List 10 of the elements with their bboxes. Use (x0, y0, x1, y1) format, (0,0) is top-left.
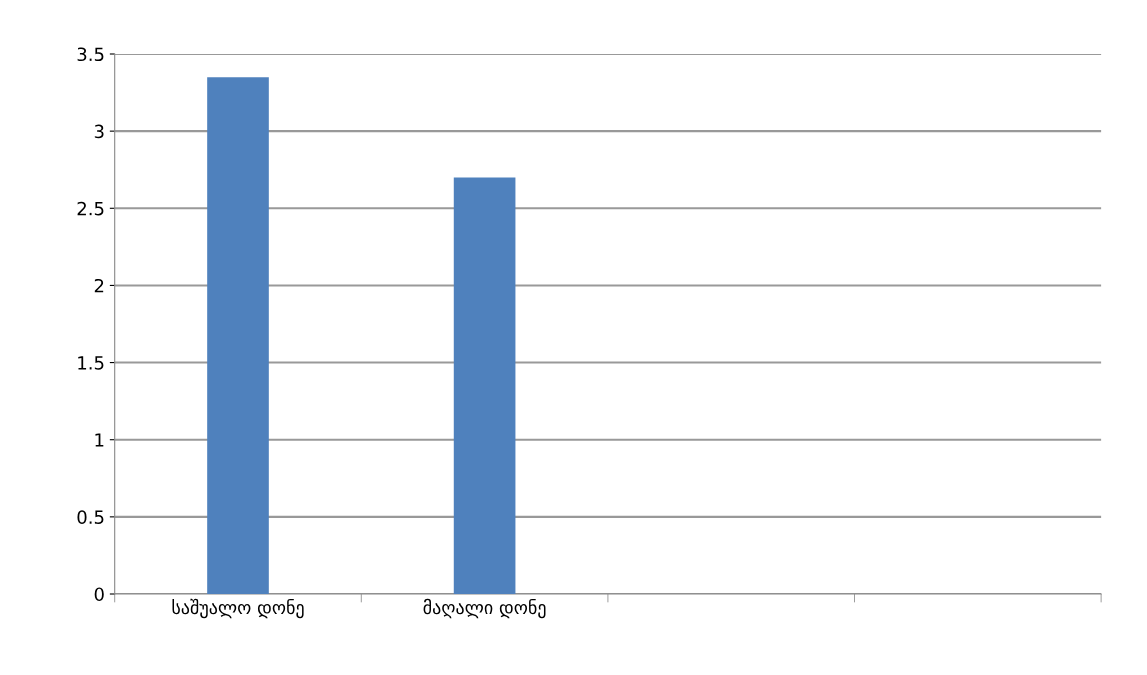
y-tick-label: 2 (94, 278, 104, 293)
x-tick-label: მაღალი დონე (423, 598, 546, 619)
y-tick-label: 3.5 (77, 47, 104, 62)
y-tick-label: 3 (94, 124, 104, 139)
y-tick-label: 1 (95, 433, 104, 447)
y-tick-label: 2.5 (77, 201, 104, 216)
x-tick-label: საშუალო დონე (172, 598, 304, 619)
y-tick-label: 0.5 (77, 510, 104, 524)
y-tick-label: 0 (94, 587, 104, 602)
y-tick-label: 1.5 (78, 356, 104, 370)
